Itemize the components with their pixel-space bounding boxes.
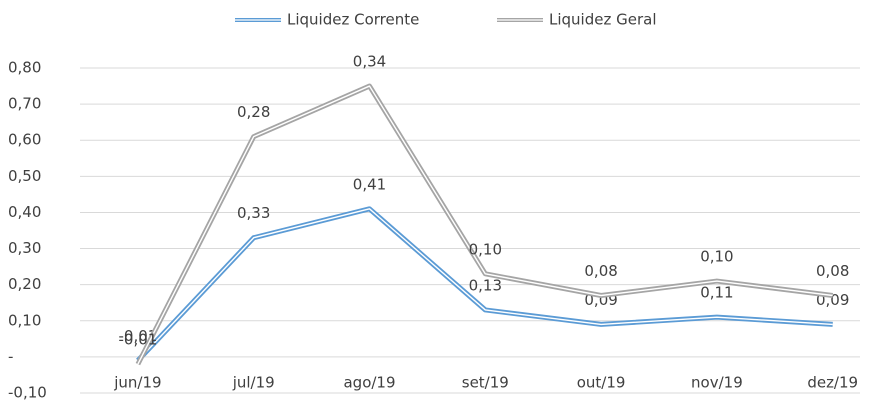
legend-label: Liquidez Corrente [287, 11, 419, 29]
data-label: 0,13 [469, 276, 502, 294]
data-label: 0,08 [584, 262, 617, 280]
data-label: 0,34 [353, 53, 386, 71]
data-label: 0,11 [700, 284, 733, 302]
data-label: 0,33 [237, 204, 270, 222]
x-tick-label: set/19 [462, 374, 509, 392]
series-line-inner [137, 85, 833, 365]
x-tick-label: jun/19 [113, 374, 161, 392]
data-label: 0,08 [816, 262, 849, 280]
y-tick-label: 0,80 [8, 59, 41, 77]
y-tick-label: - [8, 347, 13, 365]
data-label: -0,01 [118, 331, 157, 349]
y-tick-label: 0,40 [8, 203, 41, 221]
x-tick-label: jul/19 [232, 374, 275, 392]
data-label: 0,10 [700, 248, 733, 266]
y-tick-label: 0,60 [8, 131, 41, 149]
y-tick-label: 0,30 [8, 239, 41, 257]
x-tick-label: nov/19 [691, 374, 743, 392]
data-label: 0,28 [237, 103, 270, 121]
legend-label: Liquidez Geral [549, 11, 657, 29]
data-label: 0,41 [353, 175, 386, 193]
series-line-inner [137, 208, 833, 361]
y-tick-label: -0,10 [8, 384, 47, 401]
y-tick-label: 0,50 [8, 167, 41, 185]
y-tick-label: 0,10 [8, 311, 41, 329]
x-tick-label: ago/19 [343, 374, 395, 392]
y-tick-label: 0,20 [8, 275, 41, 293]
x-tick-label: dez/19 [807, 374, 858, 392]
y-tick-label: 0,70 [8, 95, 41, 113]
x-tick-label: out/19 [577, 374, 626, 392]
series-line [135, 83, 834, 366]
data-label: 0,10 [469, 240, 502, 258]
